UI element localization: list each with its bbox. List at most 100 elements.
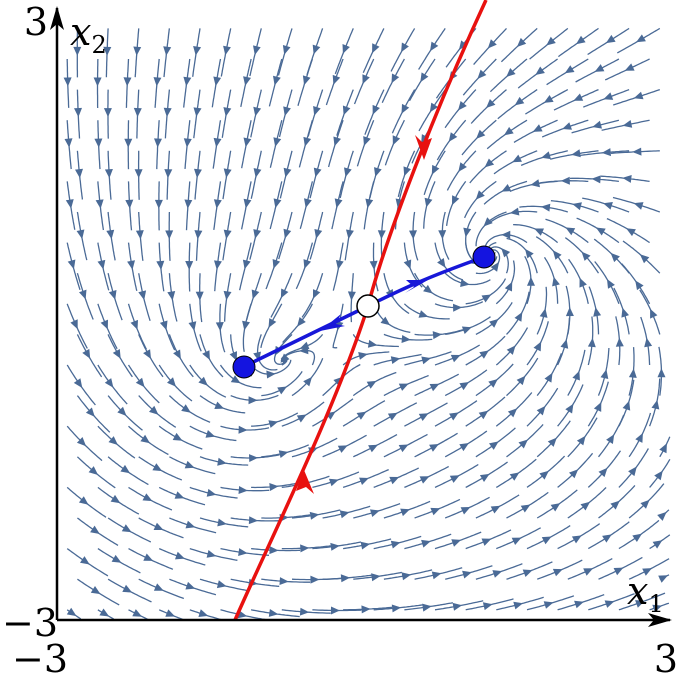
streamline-arrowhead <box>504 126 514 136</box>
streamline-arrowhead <box>610 252 620 263</box>
streamline-arrowhead <box>380 316 391 326</box>
streamline-arrowhead <box>125 199 134 209</box>
streamline-arrowhead <box>181 404 191 413</box>
streamline-arrowhead <box>635 280 644 291</box>
streamline-arrowhead <box>489 441 499 450</box>
streamline-arrowhead <box>565 307 574 317</box>
streamline-arrowhead <box>576 35 586 45</box>
streamline-arrowhead <box>304 198 312 208</box>
streamline-arrowhead <box>165 609 176 617</box>
streamline-arrowhead <box>330 606 340 615</box>
streamline-arrowhead <box>90 525 100 534</box>
streamline-arrowhead <box>360 541 371 550</box>
streamline-arrowhead <box>626 228 636 237</box>
streamline-arrowhead <box>624 63 635 71</box>
streamline <box>475 302 513 335</box>
streamline-arrowhead <box>80 556 90 565</box>
streamline-arrowhead <box>418 310 429 318</box>
streamline-arrowhead <box>628 368 637 378</box>
streamline-arrowhead <box>593 402 602 412</box>
streamline-arrowhead <box>238 486 248 494</box>
streamline-arrowhead <box>206 488 217 497</box>
streamline-arrowhead <box>591 175 601 184</box>
streamline-arrowhead <box>282 45 291 55</box>
streamline-arrowhead <box>604 600 615 608</box>
streamline-arrowhead <box>580 501 591 511</box>
streamline-arrowhead <box>133 107 142 118</box>
streamline-arrowhead <box>214 401 225 409</box>
streamline-arrowhead <box>152 463 163 472</box>
streamline-arrowhead <box>391 604 402 613</box>
streamline-arrowhead <box>429 102 439 113</box>
streamline <box>469 150 507 184</box>
streamline-arrowhead <box>266 370 276 379</box>
streamline-field <box>63 27 671 621</box>
streamline-arrowhead <box>562 122 572 130</box>
streamline-arrowhead <box>462 570 472 579</box>
streamline-arrowhead <box>479 473 490 482</box>
streamline-arrowhead <box>659 443 667 454</box>
streamline-arrowhead <box>552 250 562 260</box>
streamline-arrowhead <box>450 354 461 363</box>
manifold-arrow-right <box>405 280 428 293</box>
streamline-arrowhead <box>403 259 412 270</box>
streamline-arrowhead <box>392 135 401 146</box>
streamline <box>423 181 436 229</box>
unstable-manifold-left <box>241 304 370 369</box>
streamline-arrowhead <box>251 289 260 300</box>
streamline <box>158 364 193 402</box>
streamline-arrowhead <box>194 168 202 179</box>
streamline-arrowhead <box>583 568 594 576</box>
streamline <box>291 358 324 397</box>
streamline-arrowhead <box>76 437 87 447</box>
streamline-arrowhead <box>347 291 356 301</box>
streamline-arrowhead <box>632 533 642 542</box>
streamline-arrowhead <box>93 77 102 87</box>
streamline-arrowhead <box>633 91 644 100</box>
streamline-arrowhead <box>269 546 279 555</box>
streamline-arrowhead <box>142 493 153 502</box>
streamline-arrowhead <box>163 107 172 117</box>
streamline <box>475 211 507 247</box>
streamline-arrowhead <box>312 44 321 55</box>
streamline-arrowhead <box>460 279 470 287</box>
streamline-arrowhead <box>242 320 250 331</box>
separatrix-arrow-lower <box>296 470 314 494</box>
streamline-arrowhead <box>248 396 258 405</box>
streamline-arrowhead <box>571 535 582 544</box>
streamline-arrowhead <box>97 259 106 270</box>
streamline-arrowhead <box>63 77 72 87</box>
streamline-arrowhead <box>213 137 222 148</box>
y-min-tick-label: −3 <box>2 601 58 645</box>
streamline <box>445 316 491 336</box>
streamline-arrowhead <box>511 537 522 545</box>
streamline-arrowhead <box>167 291 176 301</box>
streamline-arrowhead <box>598 467 608 478</box>
streamline-arrowhead <box>518 439 528 449</box>
streamline-arrowhead <box>501 230 511 239</box>
streamline-arrowhead <box>603 202 613 210</box>
streamline-arrowhead <box>422 603 432 612</box>
streamline-arrowhead <box>475 190 485 200</box>
streamline <box>495 392 533 427</box>
streamline-arrowhead <box>334 198 343 209</box>
streamline <box>550 200 599 213</box>
streamline-arrowhead <box>449 412 459 421</box>
streamline-arrowhead <box>303 259 312 269</box>
streamline <box>587 450 622 488</box>
streamline-arrowhead <box>552 568 563 577</box>
streamline-arrowhead <box>303 376 312 387</box>
streamline-arrowhead <box>481 294 492 303</box>
streamline-arrowhead <box>390 356 401 364</box>
streamline-arrowhead <box>409 230 417 240</box>
streamline-arrowhead <box>73 378 83 388</box>
streamline-arrowhead <box>429 383 440 392</box>
streamline-arrowhead <box>368 444 378 453</box>
streamline-arrowhead <box>400 508 410 517</box>
streamline-arrowhead <box>346 229 354 240</box>
streamline-arrowhead <box>313 106 321 116</box>
streamline-arrowhead <box>223 290 232 301</box>
streamline-arrowhead <box>552 276 560 287</box>
streamline-arrowhead <box>78 496 89 505</box>
streamline-arrowhead <box>314 229 323 239</box>
